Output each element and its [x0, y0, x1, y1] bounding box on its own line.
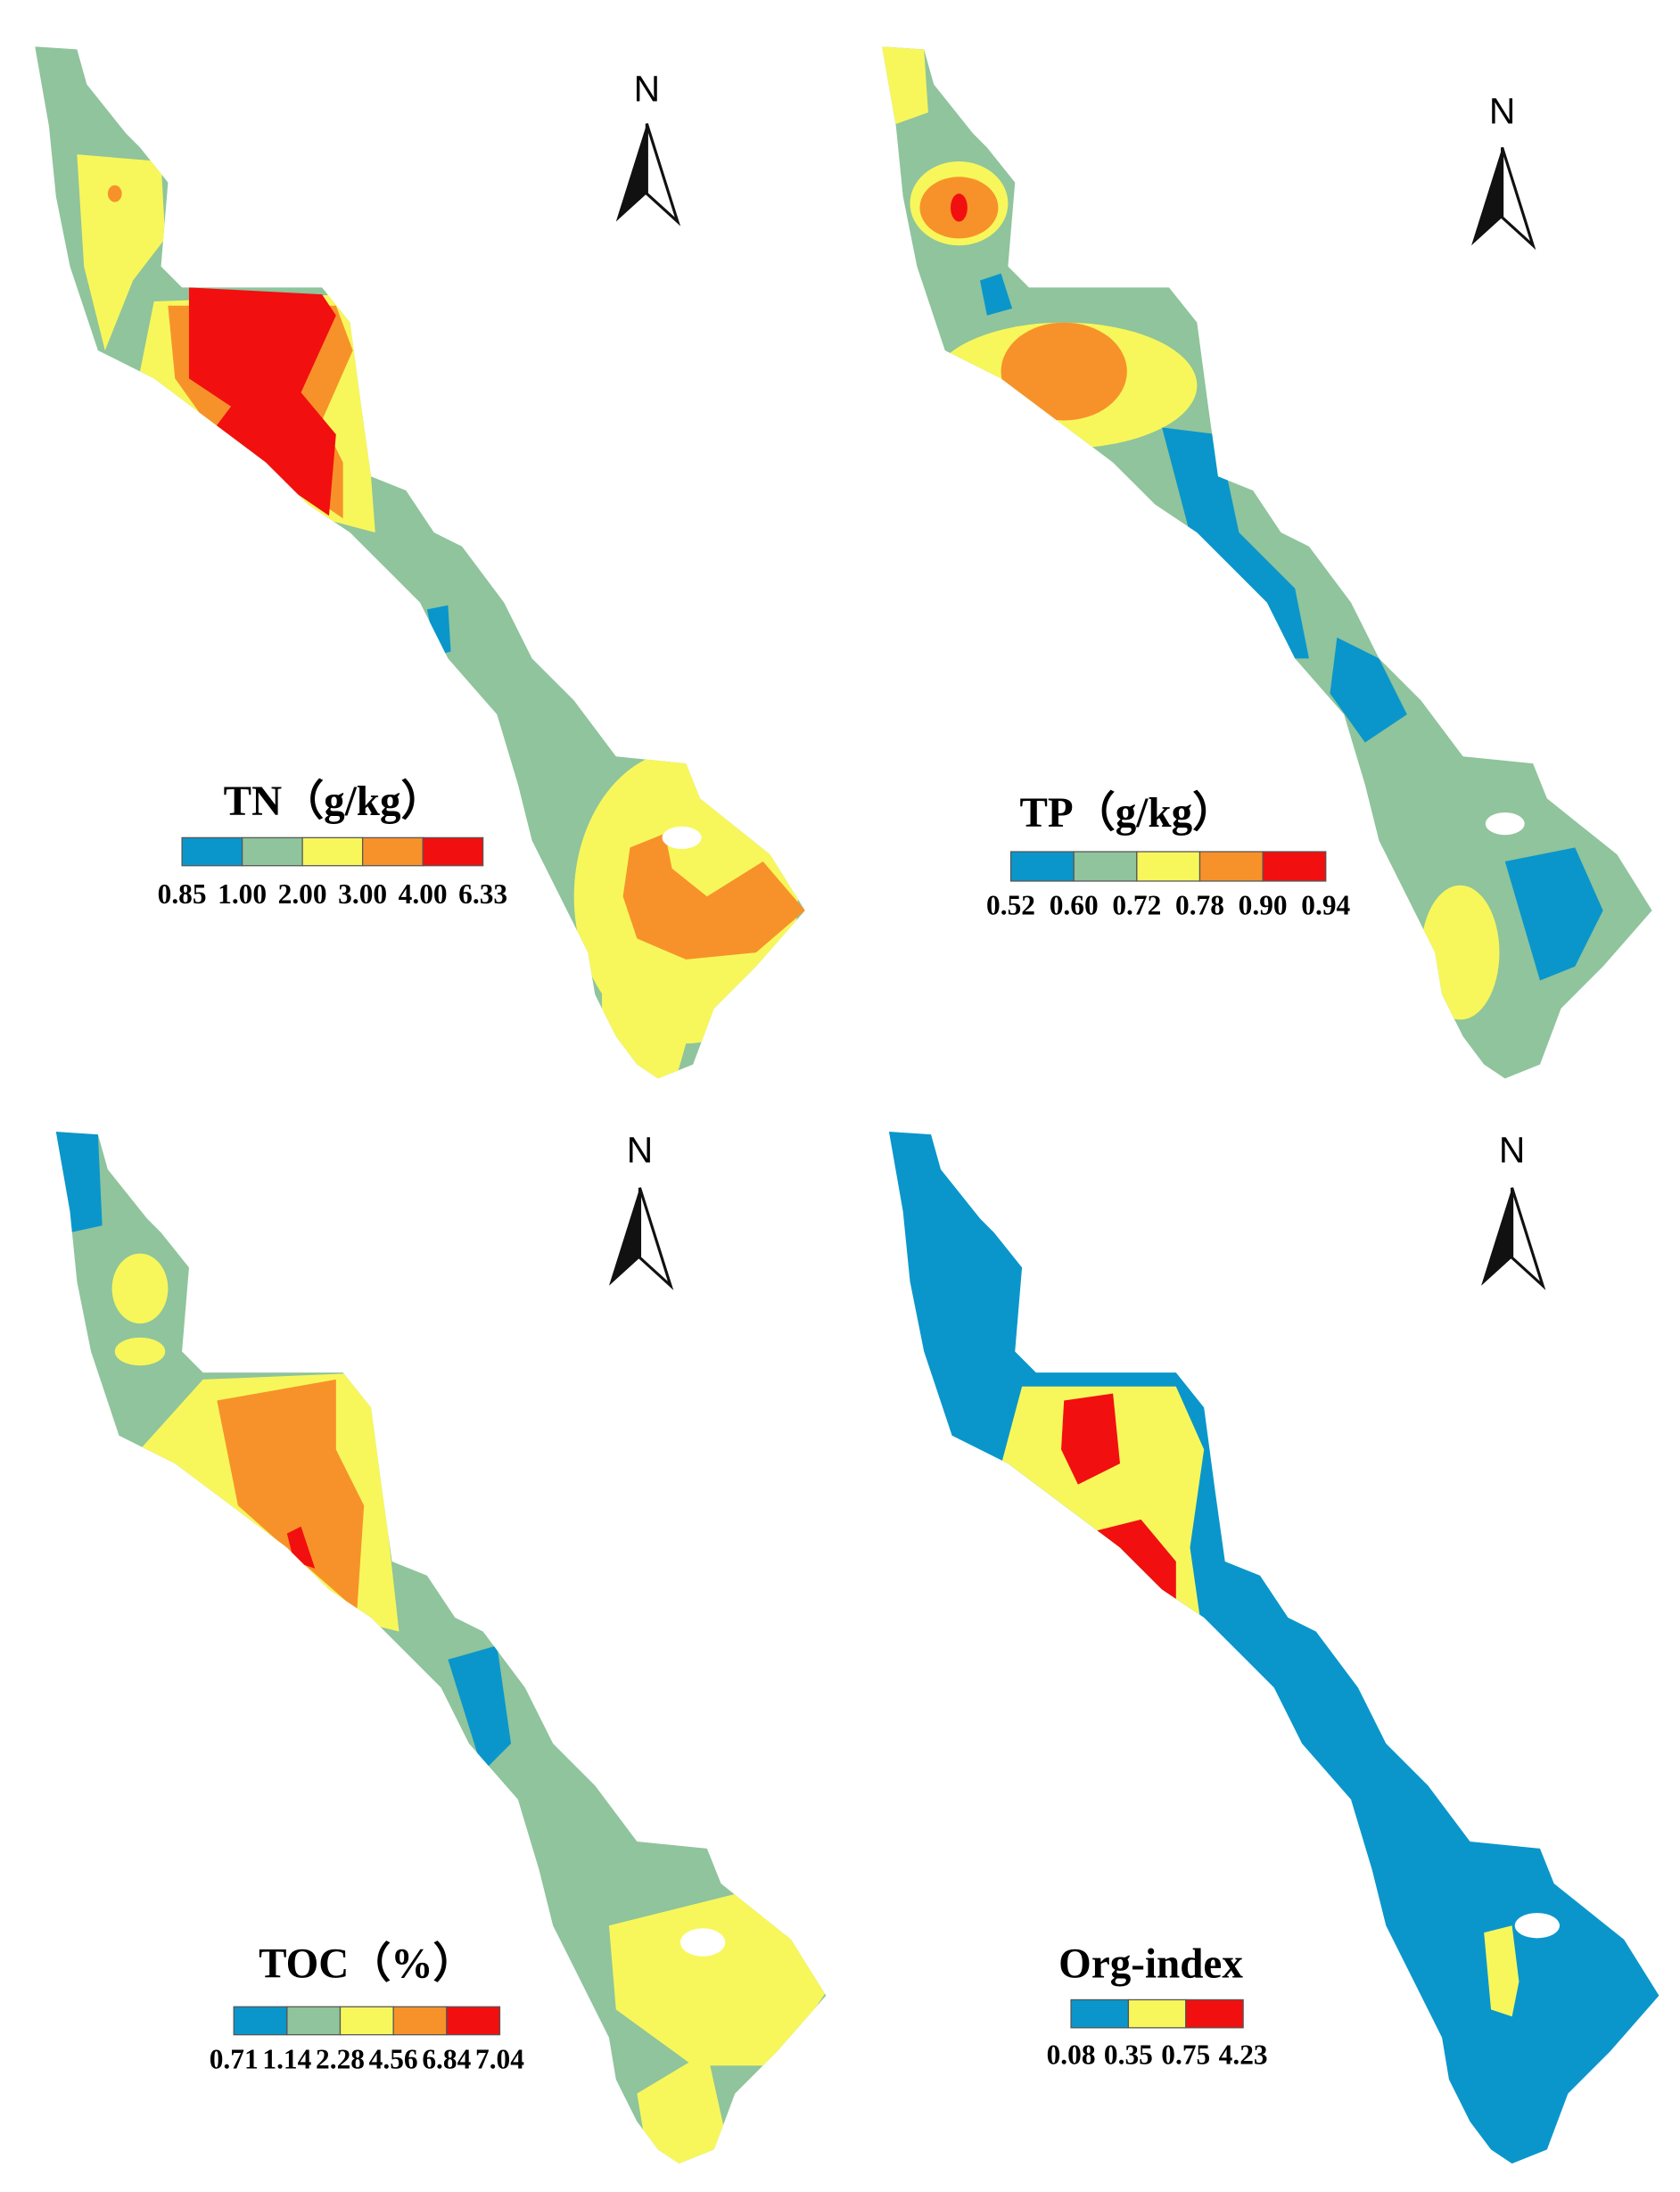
map-tp	[882, 46, 1652, 1079]
legend-break-label: 6.84	[422, 2043, 471, 2074]
legend-break-label: 1.00	[218, 878, 267, 910]
legend-break-label: 3.00	[338, 878, 387, 910]
legend-swatch	[339, 2006, 394, 2036]
north-label: N	[1489, 91, 1515, 132]
legend-break-label: 0.08	[1047, 2040, 1096, 2071]
legend-break-label: 0.60	[1050, 890, 1099, 921]
legend-break-label: 4.00	[399, 878, 448, 910]
legend-break-label: 7.04	[475, 2043, 524, 2074]
legend-break-label: 0.78	[1175, 890, 1224, 921]
legend-break-label: 0.35	[1104, 2040, 1153, 2071]
legend-break-label: 0.52	[986, 890, 1035, 921]
legend-break-label: 0.94	[1301, 890, 1350, 921]
legend-swatch	[446, 2006, 501, 2036]
legend-swatch	[1198, 851, 1264, 882]
legend-swatch	[1136, 851, 1201, 882]
legend-swatch	[301, 836, 364, 867]
legend-title: Org-index	[1058, 1941, 1243, 1987]
legend-break-label: 2.00	[278, 878, 327, 910]
legend-swatch	[362, 836, 424, 867]
legend-break-label: 1.14	[262, 2043, 311, 2074]
legend-swatch	[1127, 1998, 1187, 2029]
legend-swatch	[286, 2006, 342, 2036]
legend-swatch	[392, 2006, 448, 2036]
legend-break-label: 0.75	[1161, 2040, 1210, 2071]
legend-break-label: 4.23	[1219, 2040, 1268, 2071]
north-label: N	[627, 1130, 653, 1171]
north-label: N	[1499, 1130, 1525, 1171]
legend-break-label: 0.71	[210, 2043, 259, 2074]
legend-break-label: 6.33	[458, 878, 507, 910]
legend-swatch	[422, 836, 484, 867]
legend-break-label: 0.90	[1239, 890, 1288, 921]
map-tn	[35, 46, 805, 1079]
legend-swatch	[1073, 851, 1138, 882]
legend-swatch	[1262, 851, 1327, 882]
legend-title: TOC（%）	[259, 1941, 474, 1987]
north-label: N	[634, 69, 660, 110]
legend-break-label: 0.85	[158, 878, 207, 910]
legend-swatch	[181, 836, 243, 867]
legend-title: TN（g/kg）	[224, 779, 443, 825]
legend-title: TP（g/kg）	[1019, 790, 1234, 836]
legend-break-label: 0.72	[1112, 890, 1161, 921]
legend-swatch	[1070, 1998, 1130, 2029]
legend-break-label: 4.56	[369, 2043, 418, 2074]
legend-break-label: 2.28	[316, 2043, 365, 2074]
legend-swatch	[233, 2006, 288, 2036]
legend-swatch	[1185, 1998, 1244, 2029]
legend-swatch	[1009, 851, 1075, 882]
map-org-index	[888, 1132, 1659, 2164]
legend-swatch	[241, 836, 303, 867]
